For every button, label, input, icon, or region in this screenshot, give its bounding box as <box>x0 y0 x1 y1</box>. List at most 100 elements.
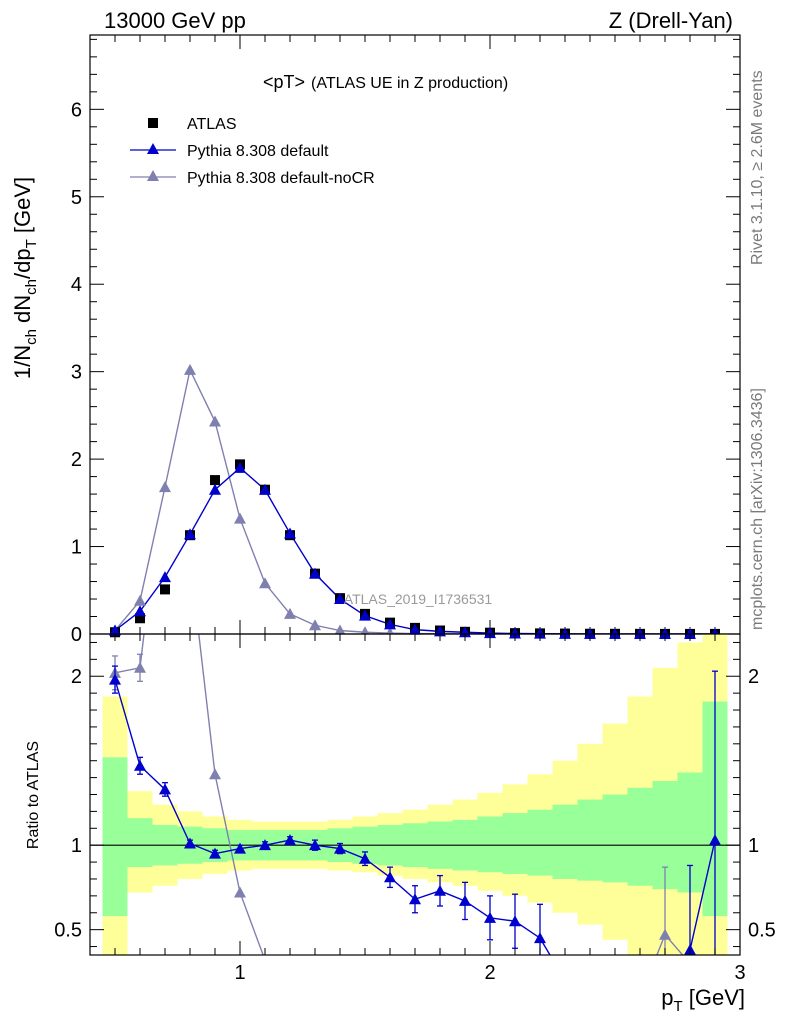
xlabel: pT [GeV] <box>661 985 745 1015</box>
legend-atlas-marker <box>148 118 158 128</box>
atlas-marker <box>135 613 145 624</box>
legend: ATLAS Pythia 8.308 default Pythia 8.308 … <box>130 116 375 187</box>
watermark-label: ATLAS_2019_I1736531 <box>344 591 493 607</box>
ratio-default-marker <box>409 893 421 905</box>
ratio-nocr-marker <box>209 768 221 780</box>
atlas-marker <box>160 584 170 595</box>
ratio-default-marker <box>109 673 121 685</box>
ratio-ytick-label-left: 1 <box>71 835 82 857</box>
legend-atlas-label: ATLAS <box>187 116 237 133</box>
ratio-curves <box>109 451 721 1002</box>
nocr-marker <box>234 512 246 524</box>
main-ytick-label: 5 <box>71 187 82 209</box>
legend-default-marker <box>147 143 159 154</box>
ratio-default-marker <box>284 834 296 846</box>
ratio-xtick-label: 1 <box>234 962 245 984</box>
nocr-marker <box>209 415 221 427</box>
ylabel-part2: dN <box>10 295 35 329</box>
ratio-default-marker <box>184 837 196 849</box>
default-marker <box>309 567 321 579</box>
header-right: Z (Drell-Yan) <box>609 8 733 33</box>
ratio-default-marker <box>309 839 321 851</box>
nocr-marker <box>284 607 296 619</box>
band-inner-bin <box>577 799 603 881</box>
default-marker <box>509 627 521 639</box>
ratio-ylabel: Ratio to ATLAS <box>25 741 42 849</box>
default-marker <box>534 627 546 639</box>
plot-subtitle: (ATLAS UE in Z production) <box>311 75 508 92</box>
band-inner-bin <box>627 787 653 886</box>
header-left: 13000 GeV pp <box>104 8 246 33</box>
ratio-default-marker <box>259 839 271 851</box>
ratio-xtick-label: 3 <box>734 962 745 984</box>
band-inner-bin <box>552 804 578 879</box>
default-marker <box>209 483 221 495</box>
ratio-ytick-label-left: 2 <box>71 666 82 688</box>
main-ticks: 0 1 2 3 4 5 6 <box>71 35 741 646</box>
default-marker <box>559 627 571 639</box>
ratio-nocr-marker <box>284 991 296 1002</box>
ylabel-unit: [GeV] <box>10 177 35 239</box>
main-ytick-label: 2 <box>71 449 82 471</box>
ylabel-sub3: T <box>23 239 40 248</box>
plot-title: <pT> (ATLAS UE in Z production) <box>263 72 508 92</box>
default-marker <box>284 527 296 539</box>
ratio-nocr-marker <box>634 991 646 1002</box>
mcplots-label: mcplots.cern.ch [arXiv:1306.3436] <box>749 388 766 630</box>
default-marker <box>109 624 121 636</box>
main-ytick-label: 3 <box>71 362 82 384</box>
ratio-ticks: 0.5 0.5 1 1 2 2 1 2 3 <box>54 634 776 984</box>
ratio-frame <box>89 633 741 956</box>
plot-title-main: <pT> <box>263 72 305 92</box>
ratio-nocr-marker <box>659 928 671 940</box>
ratio-default-marker <box>434 884 446 896</box>
nocr-marker <box>259 577 271 589</box>
ratio-default-marker <box>134 759 146 771</box>
band-inner-bin <box>602 794 628 883</box>
ratio-nocr-marker <box>684 957 696 968</box>
ylabel-sub1: ch <box>23 329 40 345</box>
default-marker <box>259 483 271 495</box>
band-inner-bin <box>127 818 153 868</box>
default-marker <box>384 618 396 630</box>
nocr-marker <box>159 481 171 493</box>
main-points <box>109 459 721 639</box>
ratio-nocr-marker <box>159 451 171 462</box>
ratio-xtick-label: 2 <box>484 962 495 984</box>
ylabel-part3: /dp <box>10 248 35 279</box>
band-inner-bin <box>102 757 128 917</box>
main-ytick-label: 0 <box>71 624 82 646</box>
ratio-ytick-label-left: 0.5 <box>54 920 82 942</box>
ratio-default-marker <box>234 842 246 854</box>
default-marker <box>334 593 346 605</box>
ratio-nocr-marker <box>184 552 196 563</box>
ratio-default-marker <box>709 834 721 846</box>
nocr-marker <box>309 619 321 631</box>
ratio-default-marker <box>334 842 346 854</box>
ratio-nocr-marker <box>234 886 246 898</box>
ratio-default-marker <box>159 783 171 795</box>
ratio-default-marker <box>484 911 496 923</box>
band-inner-bin <box>477 816 503 873</box>
ratio-default-marker <box>209 847 221 859</box>
ratio-default-marker <box>459 894 471 906</box>
ratio-default-marker <box>359 852 371 864</box>
ratio-ytick-label-right: 2 <box>748 666 759 688</box>
legend-nocr-marker <box>147 170 159 181</box>
legend-nocr-label: Pythia 8.308 default-noCR <box>187 170 375 187</box>
ratio-default-marker <box>559 974 571 985</box>
rivet-label: Rivet 3.1.10, ≥ 2.6M events <box>749 70 766 265</box>
default-marker <box>184 528 196 540</box>
nocr-marker <box>134 594 146 606</box>
xlabel-p: p <box>661 985 673 1010</box>
default-marker <box>484 627 496 639</box>
xlabel-unit: [GeV] <box>683 985 745 1010</box>
nocr-marker <box>184 363 196 375</box>
main-panel: 0 1 2 3 4 5 6 ATLAS_2019_I1736531 <pT> (ATLAS U… <box>10 34 741 646</box>
default-marker <box>134 605 146 617</box>
ratio-default-marker <box>509 915 521 927</box>
default-marker <box>359 609 371 621</box>
main-ytick-label: 4 <box>71 274 82 296</box>
legend-default-label: Pythia 8.308 default <box>187 143 329 160</box>
band-inner-bin <box>527 809 553 876</box>
